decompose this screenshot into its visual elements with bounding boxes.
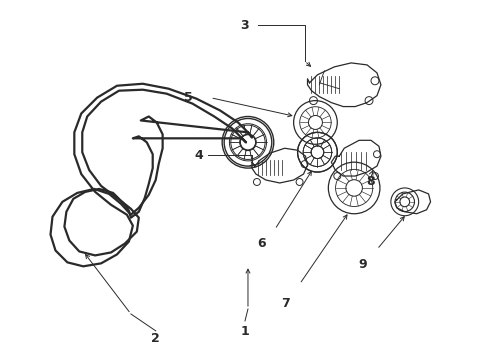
Text: 2: 2 — [151, 332, 160, 345]
Text: 4: 4 — [194, 149, 203, 162]
Text: 1: 1 — [240, 325, 249, 338]
Text: 9: 9 — [358, 258, 366, 271]
Text: 5: 5 — [183, 91, 192, 104]
Text: 7: 7 — [281, 297, 289, 310]
Text: 8: 8 — [366, 175, 375, 189]
Text: 3: 3 — [240, 19, 249, 32]
Text: 6: 6 — [257, 237, 265, 250]
